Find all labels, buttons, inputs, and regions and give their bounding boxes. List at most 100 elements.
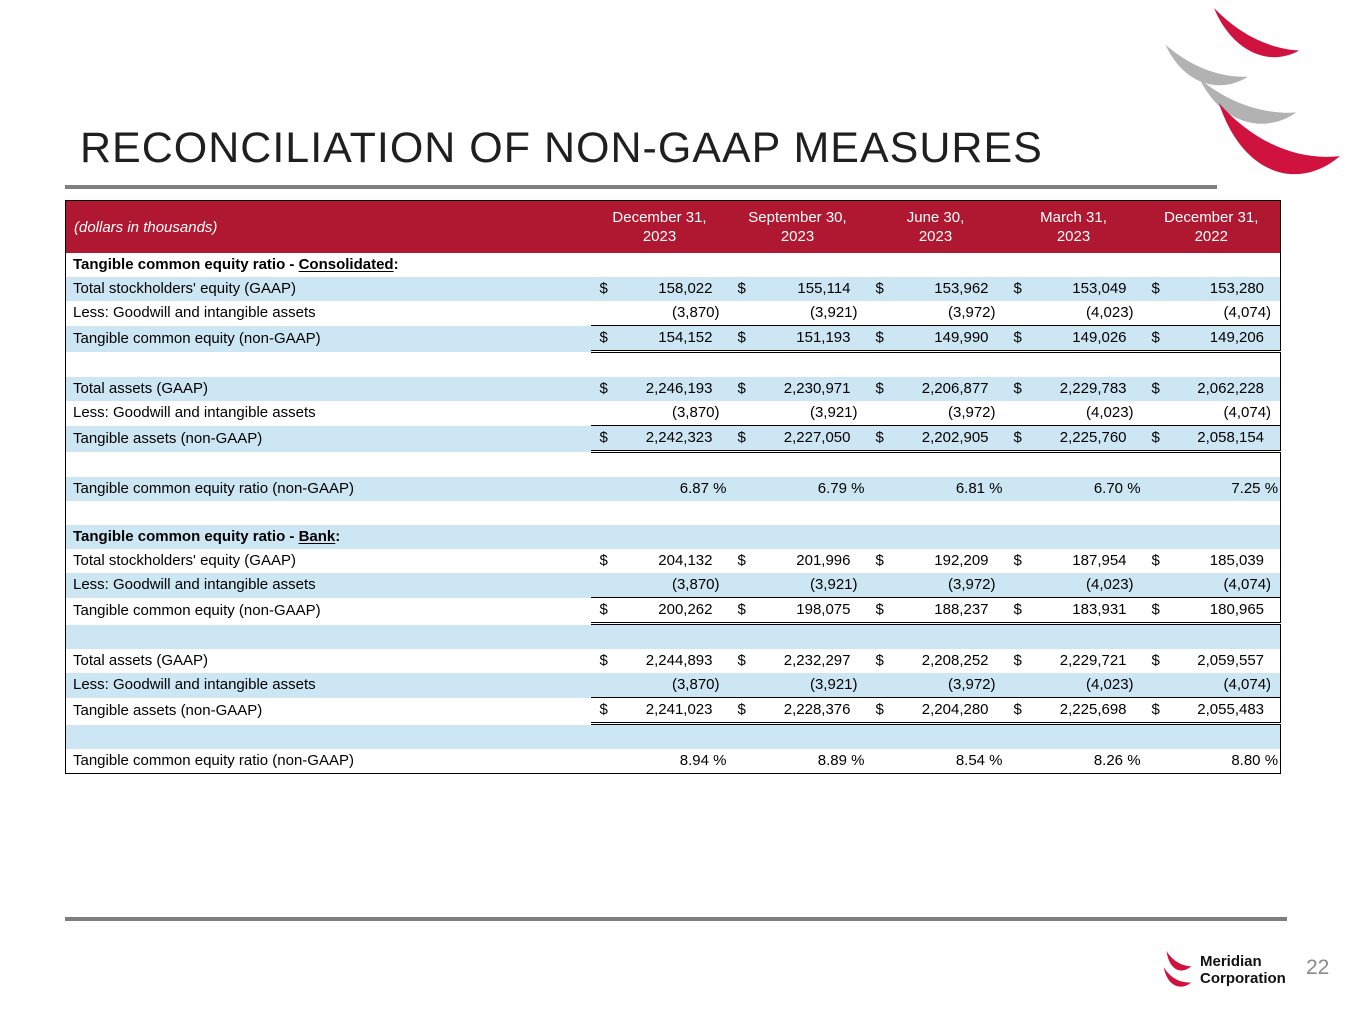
- total-row: Tangible common equity (non-GAAP) $154,15…: [65, 325, 1281, 353]
- row-label: Total assets (GAAP): [73, 652, 209, 669]
- percent-row: Tangible common equity ratio (non-GAAP) 6…: [65, 477, 1281, 501]
- data-row: Less: Goodwill and intangible assets (3,8…: [66, 401, 1281, 426]
- percent-row: Tangible common equity ratio (non-GAAP) 8…: [66, 749, 1281, 774]
- footer-company-name: Meridian Corporation: [1200, 953, 1286, 987]
- total-row: Tangible common equity (non-GAAP) $200,26…: [66, 597, 1281, 625]
- dollar-sign-cell: [1005, 749, 1033, 774]
- value-cell: 2,206,877: [894, 377, 1005, 401]
- dollar-sign-cell: $: [728, 597, 757, 625]
- period-column-header: June 30, 2023: [866, 200, 1005, 253]
- blank-row: [66, 501, 1281, 525]
- row-label: Total assets (GAAP): [65, 377, 591, 401]
- row-label: Less: Goodwill and intangible assets: [65, 573, 591, 598]
- dollar-sign-cell: [1143, 401, 1171, 426]
- row-label: Total stockholders' equity (GAAP): [73, 552, 296, 569]
- dollar-sign-cell: $: [1004, 425, 1033, 453]
- value-cell: (3,921): [756, 573, 867, 598]
- value-cell: 185,039: [1209, 552, 1265, 569]
- dollar-sign-cell: [866, 573, 895, 598]
- value-cell: (3,972): [894, 573, 1005, 598]
- period-column-header: September 30, 2023: [728, 200, 867, 253]
- value-cell: (3,870): [618, 573, 729, 598]
- value-cell: 151,193: [756, 325, 867, 353]
- dollar-sign-cell: $: [1142, 597, 1171, 625]
- data-row: Total stockholders' equity (GAAP) $158,02…: [65, 277, 1281, 301]
- data-row: Less: Goodwill and intangible assets (3,8…: [65, 573, 1281, 598]
- dollar-sign-cell: $: [866, 277, 895, 301]
- dollar-sign-cell: $: [737, 652, 746, 669]
- dollar-sign-cell: $: [1142, 325, 1171, 353]
- value-cell: 183,931: [1032, 597, 1143, 625]
- value-cell: (4,023): [1086, 404, 1134, 421]
- dollar-sign-cell: [728, 573, 757, 598]
- period-column-header: December 31, 2023: [590, 200, 729, 253]
- section-row: Tangible common equity ratio - Consolida…: [66, 253, 1281, 277]
- dollar-sign-cell: $: [1142, 277, 1171, 301]
- value-cell: (3,921): [809, 404, 858, 421]
- dollar-sign-cell: [1142, 573, 1171, 598]
- dollar-sign-cell: [590, 573, 619, 598]
- dollar-sign-cell: [590, 673, 619, 698]
- value-cell: 204,132: [658, 552, 713, 569]
- section-row: Tangible common equity ratio - Bank:: [65, 525, 1281, 549]
- section-label: Tangible common equity ratio - Consolida…: [73, 256, 399, 273]
- total-row: Tangible assets (non-GAAP) $2,242,323 $2,2…: [65, 425, 1281, 453]
- value-cell: (3,870): [618, 673, 729, 698]
- dollar-sign-cell: [1004, 673, 1033, 698]
- value-cell: (3,921): [756, 673, 867, 698]
- value-cell: (3,870): [671, 304, 720, 321]
- dollar-sign-cell: $: [1004, 597, 1033, 625]
- dollar-sign-cell: [866, 477, 895, 501]
- table-header-row: (dollars in thousands) December 31, 2023 Se…: [65, 200, 1281, 253]
- dollar-sign-cell: $: [1013, 652, 1022, 669]
- value-cell: 2,058,154: [1170, 425, 1281, 453]
- blank-cell: [65, 723, 1281, 749]
- title-divider-rule: [65, 185, 1217, 189]
- dollar-sign-cell: $: [866, 325, 895, 353]
- row-label: Tangible assets (non-GAAP): [73, 701, 263, 719]
- dollar-sign-cell: [1004, 573, 1033, 598]
- dollar-sign-cell: $: [728, 425, 757, 453]
- dollar-sign-cell: [591, 749, 619, 774]
- value-cell: 8.80 %: [1231, 752, 1279, 769]
- value-cell: 200,262: [618, 597, 729, 625]
- value-cell: 2,055,483: [1170, 697, 1281, 725]
- value-cell: 201,996: [796, 552, 851, 569]
- value-cell: 2,204,280: [894, 697, 1005, 725]
- value-cell: (3,972): [947, 404, 996, 421]
- dollar-sign-cell: $: [1013, 552, 1022, 569]
- dollar-sign-cell: [1143, 749, 1171, 774]
- row-label: Less: Goodwill and intangible assets: [73, 304, 316, 322]
- value-cell: 2,241,023: [618, 697, 729, 725]
- value-cell: 8.94 %: [679, 752, 727, 769]
- value-cell: (3,972): [894, 673, 1005, 698]
- dollar-sign-cell: $: [599, 652, 608, 669]
- blank-row: [66, 352, 1281, 378]
- value-cell: 6.81 %: [894, 477, 1005, 501]
- value-cell: (4,074): [1170, 673, 1281, 698]
- row-label: Tangible assets (non-GAAP): [65, 425, 591, 452]
- dollar-sign-cell: $: [1142, 425, 1171, 453]
- value-cell: 187,954: [1072, 552, 1127, 569]
- value-cell: 2,228,376: [756, 697, 867, 725]
- dollar-sign-cell: $: [1004, 697, 1033, 725]
- value-cell: 2,062,228: [1170, 377, 1281, 401]
- value-cell: 149,990: [894, 325, 1005, 353]
- meridian-swoosh-icon: [1165, 7, 1340, 175]
- dollar-sign-cell: [728, 477, 757, 501]
- dollar-sign-cell: $: [1004, 277, 1033, 301]
- dollar-sign-cell: $: [590, 425, 619, 453]
- dollar-sign-cell: [1143, 301, 1171, 326]
- dollar-sign-cell: [1005, 401, 1033, 426]
- value-cell: (4,023): [1032, 673, 1143, 698]
- dollar-sign-cell: [866, 673, 895, 698]
- data-row: Less: Goodwill and intangible assets (3,8…: [65, 673, 1281, 698]
- value-cell: (3,921): [809, 304, 858, 321]
- value-cell: 149,026: [1032, 325, 1143, 353]
- value-cell: 2,242,323: [618, 425, 729, 453]
- dollar-sign-cell: $: [866, 697, 895, 725]
- page-title: RECONCILIATION OF NON-GAAP MEASURES: [80, 124, 1043, 172]
- dollar-sign-cell: [591, 301, 619, 326]
- table-corner-label: (dollars in thousands): [65, 200, 591, 253]
